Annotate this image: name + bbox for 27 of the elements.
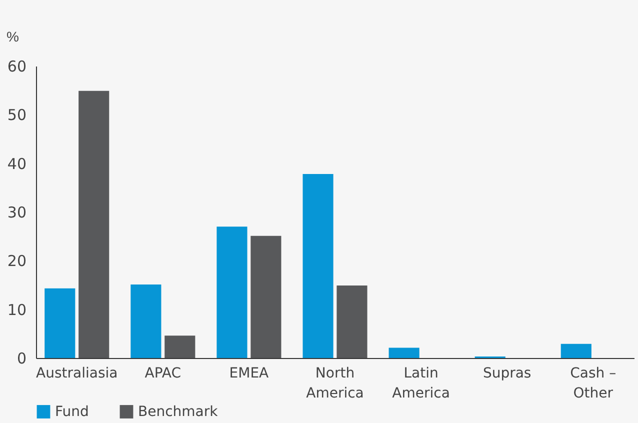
y-tick-label: 20	[7, 252, 26, 270]
bar	[130, 284, 162, 358]
bar	[560, 344, 592, 358]
x-tick-label: Supras	[482, 366, 532, 382]
x-tick-label: Australiasia	[36, 366, 118, 382]
legend-label: Fund	[55, 404, 89, 420]
bar	[78, 90, 110, 358]
bar	[388, 348, 420, 358]
bar	[250, 236, 282, 358]
bar	[44, 288, 76, 358]
x-tick-label: Cash – Other	[570, 366, 616, 402]
bar	[164, 336, 196, 358]
x-tick-label: North America	[306, 366, 364, 402]
y-tick-label: 10	[7, 300, 26, 319]
y-tick-label: 0	[16, 350, 26, 368]
x-tick-label: APAC	[144, 366, 182, 382]
x-tick-label: Latin America	[392, 366, 450, 402]
y-tick-label: 30	[7, 204, 26, 222]
x-tick-label: EMEA	[229, 366, 270, 382]
y-tick-label: 50	[7, 106, 26, 124]
bar	[336, 285, 368, 358]
bar	[302, 174, 334, 358]
y-axis-title: %	[6, 28, 19, 44]
y-tick-label: 60	[7, 58, 26, 76]
bar	[216, 226, 248, 358]
legend-label: Benchmark	[138, 404, 219, 420]
y-tick-label: 40	[7, 154, 26, 173]
